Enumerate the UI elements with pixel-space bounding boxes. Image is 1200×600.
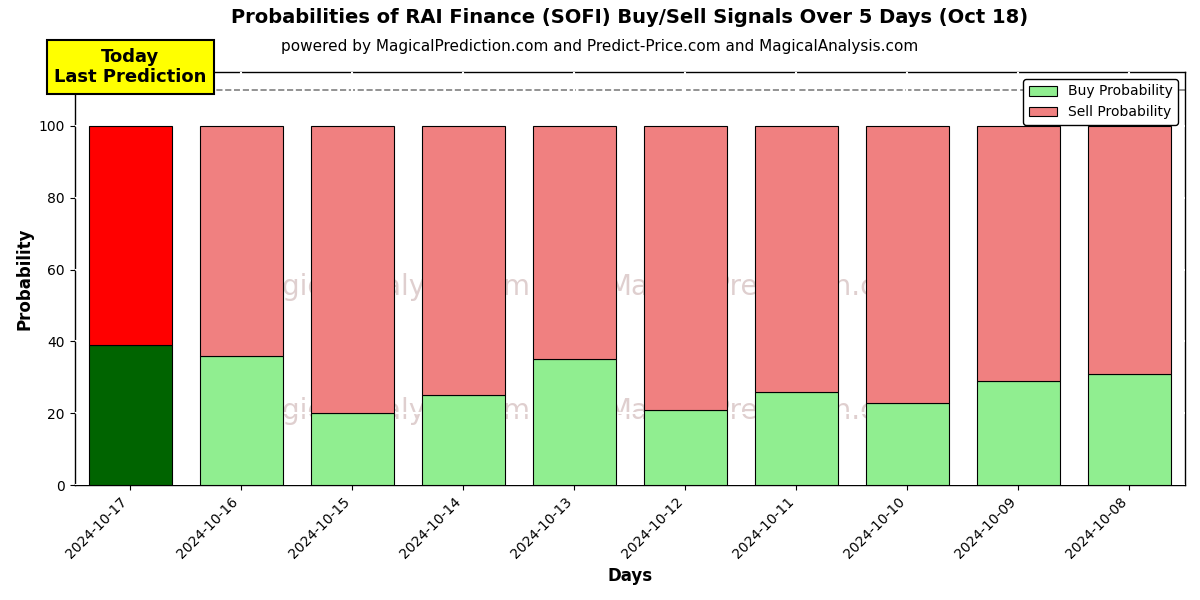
- Bar: [533, 126, 616, 359]
- Bar: [643, 410, 727, 485]
- Bar: [865, 126, 949, 403]
- Bar: [755, 392, 838, 485]
- Text: powered by MagicalPrediction.com and Predict-Price.com and MagicalAnalysis.com: powered by MagicalPrediction.com and Pre…: [281, 39, 919, 54]
- Y-axis label: Probability: Probability: [16, 227, 34, 330]
- Text: Today
Last Prediction: Today Last Prediction: [54, 47, 206, 86]
- Bar: [643, 126, 727, 410]
- Bar: [1088, 126, 1171, 374]
- Text: MagicalAnalysis.com: MagicalAnalysis.com: [241, 397, 530, 425]
- Bar: [1088, 374, 1171, 485]
- Bar: [89, 126, 172, 345]
- Bar: [199, 356, 283, 485]
- Text: MagicalPrediction.com: MagicalPrediction.com: [607, 397, 919, 425]
- Bar: [199, 126, 283, 356]
- Bar: [865, 403, 949, 485]
- X-axis label: Days: Days: [607, 567, 653, 585]
- Bar: [311, 126, 394, 413]
- Bar: [755, 126, 838, 392]
- Bar: [89, 345, 172, 485]
- Bar: [977, 126, 1060, 381]
- Bar: [421, 395, 505, 485]
- Legend: Buy Probability, Sell Probability: Buy Probability, Sell Probability: [1024, 79, 1178, 125]
- Title: Probabilities of RAI Finance (SOFI) Buy/Sell Signals Over 5 Days (Oct 18): Probabilities of RAI Finance (SOFI) Buy/…: [232, 8, 1028, 28]
- Bar: [421, 126, 505, 395]
- Bar: [311, 413, 394, 485]
- Bar: [977, 381, 1060, 485]
- Text: MagicalPrediction.com: MagicalPrediction.com: [607, 273, 919, 301]
- Text: MagicalAnalysis.com: MagicalAnalysis.com: [241, 273, 530, 301]
- Bar: [533, 359, 616, 485]
